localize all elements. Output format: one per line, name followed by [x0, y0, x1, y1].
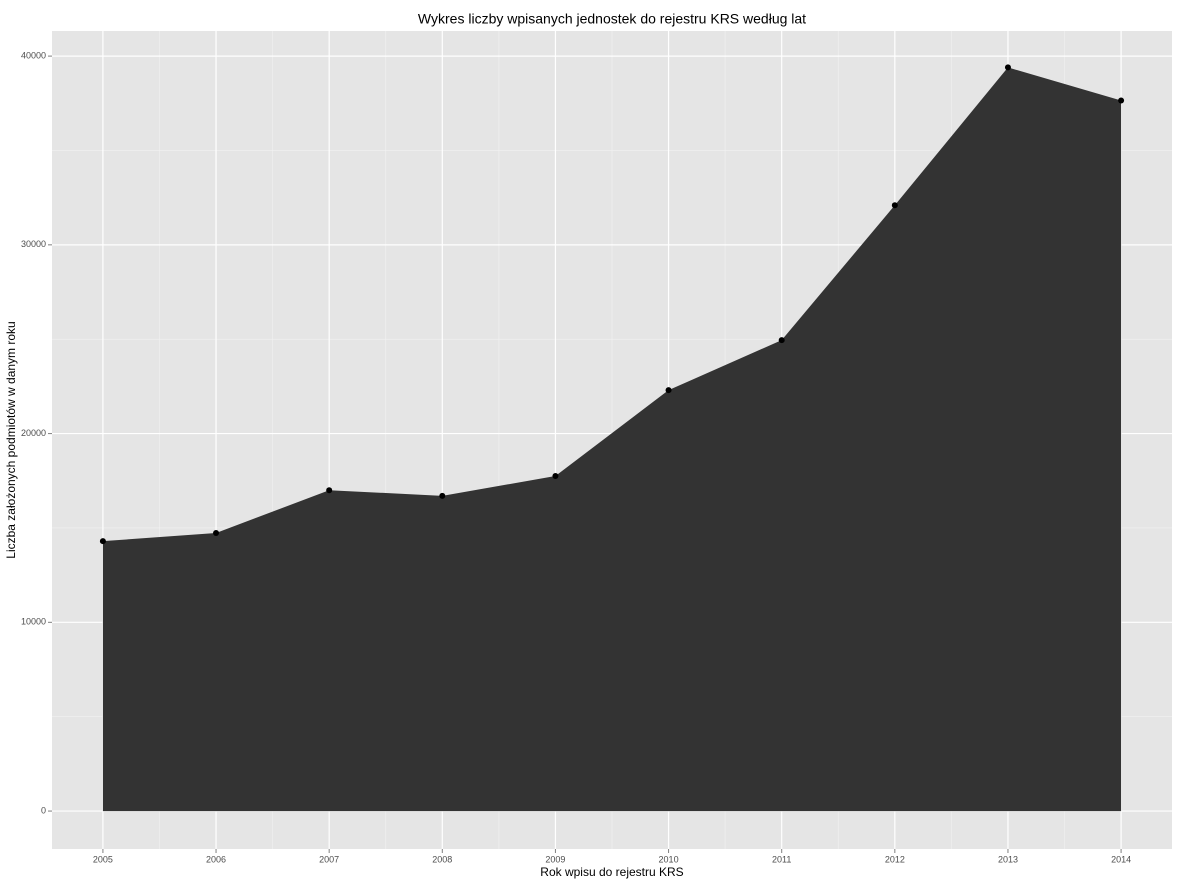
point — [439, 492, 446, 499]
x-tick-label: 2008 — [432, 854, 452, 864]
y-tick-label: 10000 — [21, 617, 46, 627]
point — [1118, 97, 1125, 104]
x-tick-label: 2006 — [206, 854, 226, 864]
point — [326, 487, 333, 494]
x-tick-label: 2009 — [545, 854, 565, 864]
x-tick-label: 2005 — [93, 854, 113, 864]
point — [1004, 64, 1011, 71]
area — [102, 67, 1122, 812]
chart-title: Wykres liczby wpisanych jednostek do rej… — [418, 11, 806, 27]
y-tick-label: 30000 — [21, 239, 46, 249]
x-tick-label: 2010 — [659, 854, 679, 864]
x-tick-label: 2012 — [885, 854, 905, 864]
x-tick-label: 2014 — [1111, 854, 1131, 864]
point — [213, 530, 220, 537]
point — [778, 337, 785, 344]
y-tick-label: 40000 — [21, 50, 46, 60]
point — [891, 202, 898, 209]
point — [552, 473, 559, 480]
point — [99, 538, 106, 545]
x-axis-label: Rok wpisu do rejestru KRS — [540, 865, 683, 879]
point — [665, 387, 672, 394]
x-tick-label: 2011 — [772, 854, 791, 864]
x-tick-label: 2007 — [319, 854, 339, 864]
y-tick-label: 20000 — [21, 428, 46, 438]
y-tick-label: 0 — [41, 805, 46, 815]
x-tick-label: 2013 — [998, 854, 1018, 864]
y-axis-label: Liczba założonych podmiotów w danym roku — [4, 321, 18, 558]
